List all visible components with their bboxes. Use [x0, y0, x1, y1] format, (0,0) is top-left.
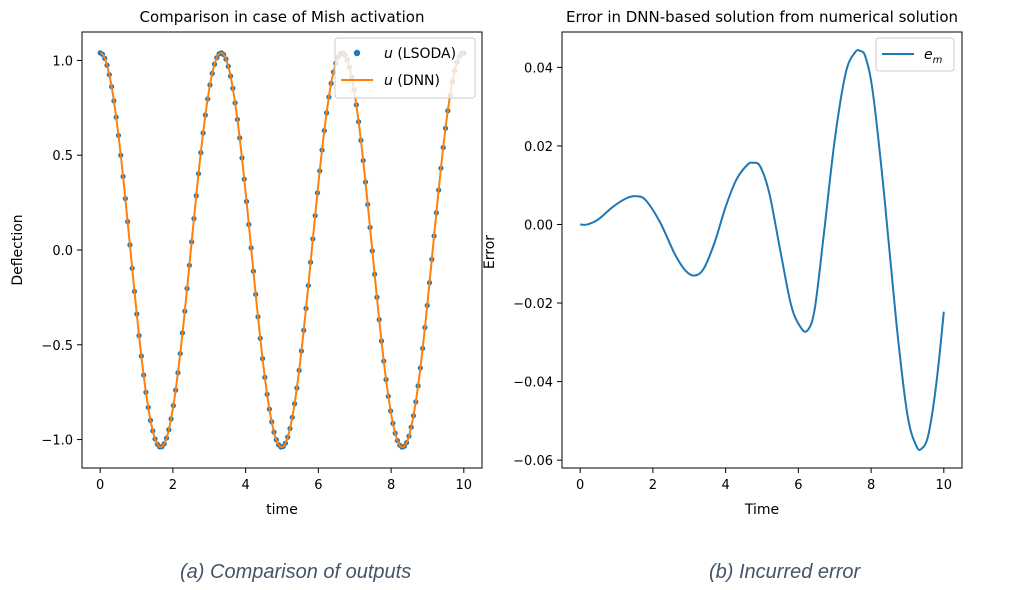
y-tick-label: −0.5 [41, 339, 73, 354]
chart-title: Comparison in case of Mish activation [140, 8, 425, 26]
x-tick-label: 8 [867, 478, 875, 493]
legend: em [875, 37, 955, 72]
x-axis-label: Time [744, 502, 779, 518]
chart-comparison: Comparison in case of Mish activation 0 2… [10, 8, 483, 518]
x-tick-label: 6 [314, 478, 322, 493]
legend-label-dnn: u (DNN) [384, 73, 440, 89]
x-tick-label: 6 [794, 478, 802, 493]
x-tick-label: 8 [387, 478, 395, 493]
x-axis-ticks: 0 2 4 6 8 10 [96, 468, 472, 493]
x-tick-label: 10 [936, 478, 953, 493]
error-line [580, 49, 945, 451]
y-tick-label: −0.04 [513, 376, 553, 391]
axes-frame [561, 31, 963, 469]
legend-frame [875, 37, 955, 72]
x-tick-label: 2 [649, 478, 657, 493]
x-tick-label: 4 [241, 478, 249, 493]
caption-error: (b) Incurred error [709, 561, 861, 583]
y-tick-label: −0.06 [513, 454, 553, 469]
y-axis-label: Error [482, 235, 498, 269]
y-axis-label: Deflection [10, 214, 26, 285]
x-tick-label: 10 [456, 478, 473, 493]
chart-title: Error in DNN-based solution from numeric… [566, 8, 958, 26]
x-tick-label: 0 [576, 478, 584, 493]
y-tick-label: 0.5 [52, 149, 73, 164]
x-tick-label: 4 [721, 478, 729, 493]
legend: u (LSODA) u (DNN) [334, 37, 476, 99]
y-tick-label: 0.02 [524, 140, 553, 155]
legend-marker-lsoda [353, 49, 361, 57]
legend-frame [334, 37, 476, 99]
y-tick-label: 0.00 [524, 218, 553, 233]
y-tick-label: 0.0 [52, 244, 73, 259]
y-tick-label: −1.0 [41, 434, 73, 449]
legend-label-lsoda: u (LSODA) [384, 46, 456, 62]
x-axis-label: time [266, 502, 298, 518]
y-tick-label: −0.02 [513, 297, 553, 312]
x-axis-ticks: 0 2 4 6 8 10 [576, 468, 952, 493]
legend-label-error: em [924, 47, 943, 66]
dnn-line [99, 51, 465, 449]
y-axis-ticks: −0.06 −0.04 −0.02 0.00 0.02 0.04 [513, 61, 562, 469]
caption-comparison: (a) Comparison of outputs [180, 561, 412, 583]
y-tick-label: 0.04 [524, 61, 553, 76]
x-tick-label: 2 [169, 478, 177, 493]
chart-error: Error in DNN-based solution from numeric… [482, 8, 963, 518]
plot-area [97, 50, 467, 450]
x-tick-label: 0 [96, 478, 104, 493]
plot-area [580, 49, 945, 451]
y-tick-label: 1.0 [52, 54, 73, 69]
y-axis-ticks: −1.0 −0.5 0.0 0.5 1.0 [41, 54, 82, 449]
